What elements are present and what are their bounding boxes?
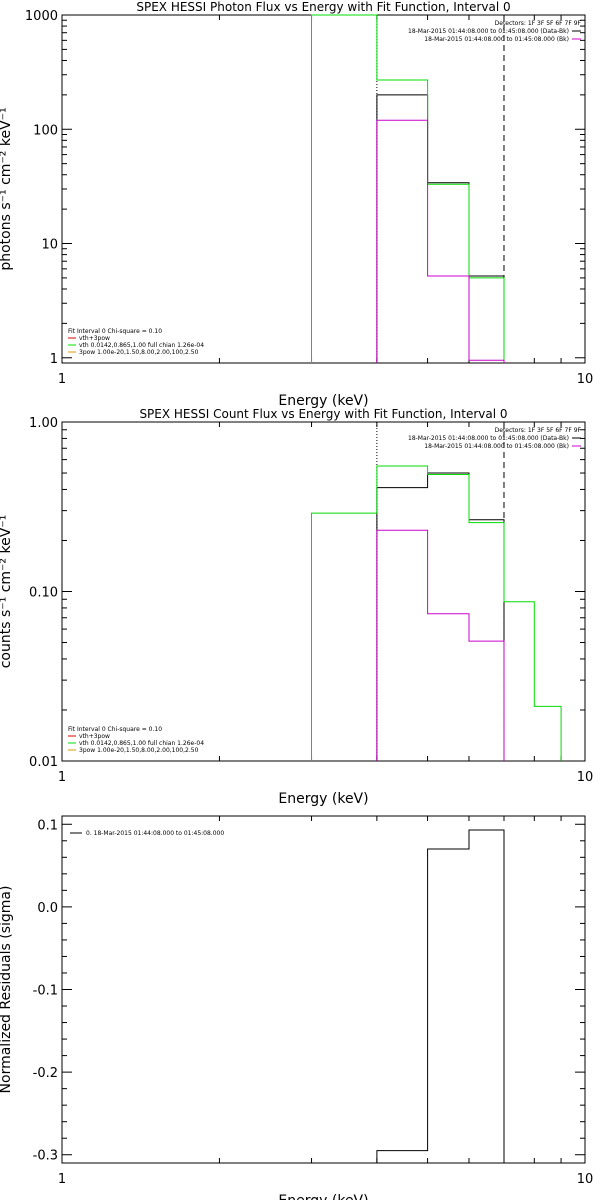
legend-entry-text: 3pow 1.00e-20,1.50,8.00,2.00,100,2.50	[79, 747, 199, 754]
x-tick-label: 1	[58, 1172, 66, 1187]
y-tick-label: 100	[33, 123, 58, 138]
legend-entry-text: vth+3pow	[79, 733, 110, 740]
legend-entry-text: 18-Mar-2015 01:44:08.000 to 01:45:08.000…	[424, 443, 569, 450]
legend-entry-text: 18-Mar-2015 01:44:08.000 to 01:45:08.000…	[408, 28, 569, 35]
legend-detectors-text: Detectors: 1F 3F 5F 6F 7F 9F	[495, 20, 582, 27]
legend-entry-text: 18-Mar-2015 01:44:08.000 to 01:45:08.000…	[424, 36, 569, 43]
series-step-line	[311, 14, 505, 363]
series-step-line	[311, 465, 562, 761]
y-tick-label: 0.01	[29, 755, 58, 770]
x-axis-label: Energy (keV)	[278, 393, 368, 409]
chart-title: SPEX HESSI Photon Flux vs Energy with Fi…	[136, 0, 510, 14]
series-step-line	[376, 119, 505, 363]
series-step-line	[376, 94, 505, 363]
series-step-line	[376, 529, 505, 761]
series-step-line	[376, 829, 505, 1163]
x-tick-label: 10	[577, 1172, 594, 1187]
y-tick-label: 0.0	[37, 901, 58, 916]
chart-panel-3: 1 10 Energy (keV) -0.3 -0.2 -0.1 0.0 0.1 Normali…	[0, 815, 594, 1200]
chart-title: SPEX HESSI Count Flux vs Energy with Fit…	[139, 407, 507, 421]
legend-entry-text: vth 0.0142,0.865,1.00 full chian 1.26e-0…	[79, 740, 204, 747]
legend-entry-text: 3pow 1.00e-20,1.50,8.00,2.00,100,2.50	[79, 349, 199, 356]
y-axis-label: Normalized Residuals (sigma)	[0, 886, 14, 1094]
y-tick-label: 0.10	[29, 586, 58, 601]
plot-frame	[61, 421, 586, 762]
x-tick-label: 10	[577, 770, 594, 785]
y-axis-label: photons s⁻¹ cm⁻² keV⁻¹	[0, 107, 14, 270]
y-tick-label: 1	[50, 352, 58, 367]
legend-entry-text: 0. 18-Mar-2015 01:44:08.000 to 01:45:08.…	[86, 830, 224, 837]
series-step-line	[376, 472, 505, 761]
chart-panel-1: SPEX HESSI Photon Flux vs Energy with Fi…	[0, 0, 593, 409]
chart-panel-2: SPEX HESSI Count Flux vs Energy with Fit…	[0, 407, 593, 807]
y-tick-label: -0.2	[33, 1066, 58, 1081]
legend-entry-text: 18-Mar-2015 01:44:08.000 to 01:45:08.000…	[408, 435, 569, 442]
y-axis-label: counts s⁻¹ cm⁻² keV⁻¹	[0, 515, 14, 669]
y-tick-label: 10	[41, 238, 58, 253]
plot-frame	[61, 14, 586, 364]
legend-entry-text: vth 0.0142,0.865,1.00 full chian 1.26e-0…	[79, 342, 204, 349]
x-axis-label: Energy (keV)	[278, 791, 368, 807]
y-tick-label: 1.00	[29, 416, 58, 431]
x-axis-label: Energy (keV)	[278, 1193, 368, 1200]
x-tick-label: 1	[58, 372, 66, 387]
legend-entry-text: vth+3pow	[79, 335, 110, 342]
legend-fit-header: Fit Interval 0 Chi-square = 0.10	[68, 328, 162, 335]
legend-fit-header: Fit Interval 0 Chi-square = 0.10	[68, 726, 162, 733]
legend-detectors-text: Detectors: 1F 3F 5F 6F 7F 9F	[495, 427, 582, 434]
x-tick-label: 1	[58, 770, 66, 785]
y-tick-label: -0.1	[33, 984, 58, 999]
x-tick-label: 10	[577, 372, 594, 387]
y-tick-label: -0.3	[33, 1149, 58, 1164]
y-tick-label: 0.1	[37, 818, 58, 833]
y-tick-label: 1000	[25, 9, 58, 24]
plot-frame	[61, 815, 586, 1164]
